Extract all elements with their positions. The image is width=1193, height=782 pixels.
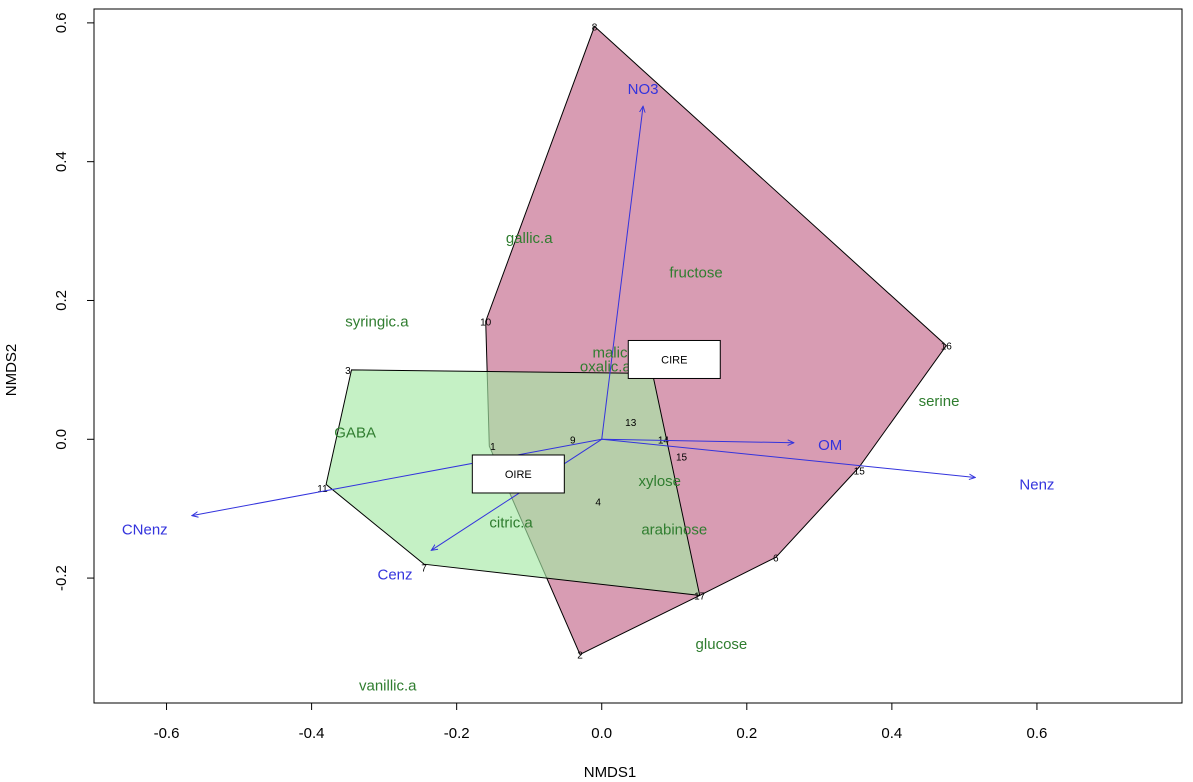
y-tick-label: -0.2 (53, 565, 70, 591)
species-label: glucose (696, 636, 748, 653)
species-label: syringic.a (345, 313, 409, 330)
species-label: citric.a (489, 515, 533, 532)
group-box-oire (471, 454, 565, 494)
y-tick-label: 0.0 (53, 429, 70, 450)
species-label: gallic.a (506, 230, 553, 247)
species-label: GABA (334, 424, 376, 441)
site-label: 9 (570, 435, 576, 446)
vector-arrow-cenz (431, 438, 603, 550)
x-tick-label: 0.0 (591, 725, 612, 742)
site-label: 15 (854, 467, 866, 478)
site-label: 3 (345, 366, 351, 377)
site-label: 10 (480, 317, 492, 328)
vector-arrow-nenz (601, 438, 976, 477)
x-axis-title: NMDS1 (584, 764, 637, 781)
vector-label-nenz: Nenz (1019, 476, 1054, 493)
site-label: 8 (592, 22, 598, 33)
species-label: oxalic.a (580, 358, 632, 375)
vector-label-om: OM (818, 437, 842, 454)
vector-label-cenz: Cenz (377, 567, 412, 584)
y-axis-title: NMDS2 (3, 344, 20, 397)
x-tick-label: 0.4 (881, 725, 902, 742)
env-vector-layer: NO3 OM Nenz CNenz Cenz (122, 81, 1055, 584)
site-label: 1 (490, 442, 496, 453)
species-label: fructose (669, 265, 722, 282)
y-axis: -0.2 0.0 0.2 0.4 0.6 (53, 12, 95, 591)
site-label: 16 (941, 342, 953, 353)
vector-arrow-cnenz (192, 438, 602, 515)
site-label: 13 (625, 418, 637, 429)
vector-label-cnenz: CNenz (122, 522, 168, 539)
species-label: serine (919, 393, 960, 410)
x-tick-label: -0.6 (154, 725, 180, 742)
x-tick-label: 0.6 (1027, 725, 1048, 742)
group-label-oire: OIRE (505, 469, 532, 481)
x-tick-label: 0.2 (736, 725, 757, 742)
site-label: 6 (773, 553, 779, 564)
x-axis: -0.6 -0.4 -0.2 0.0 0.2 0.4 0.6 (154, 702, 1048, 742)
site-label: 4 (595, 498, 601, 509)
site-label: 15 (676, 453, 688, 464)
species-label: arabinose (641, 522, 707, 539)
vector-arrow-om (601, 438, 794, 442)
x-tick-label: -0.2 (444, 725, 470, 742)
site-label: 2 (577, 650, 583, 661)
species-label: vanillic.a (359, 678, 417, 695)
site-label: 17 (694, 591, 706, 602)
site-label: 7 (421, 564, 427, 575)
vector-label-no3: NO3 (628, 81, 659, 98)
group-label-cire: CIRE (661, 354, 687, 366)
vector-arrow-no3 (601, 106, 643, 440)
y-tick-label: 0.6 (53, 12, 70, 33)
group-box-cire (627, 339, 721, 379)
species-label: xylose (638, 473, 681, 490)
y-tick-label: 0.4 (53, 151, 70, 172)
site-label: 11 (317, 484, 328, 495)
group-label-layer: CIRE OIRE (471, 339, 721, 494)
x-tick-label: -0.4 (299, 725, 325, 742)
y-tick-label: 0.2 (53, 290, 70, 311)
